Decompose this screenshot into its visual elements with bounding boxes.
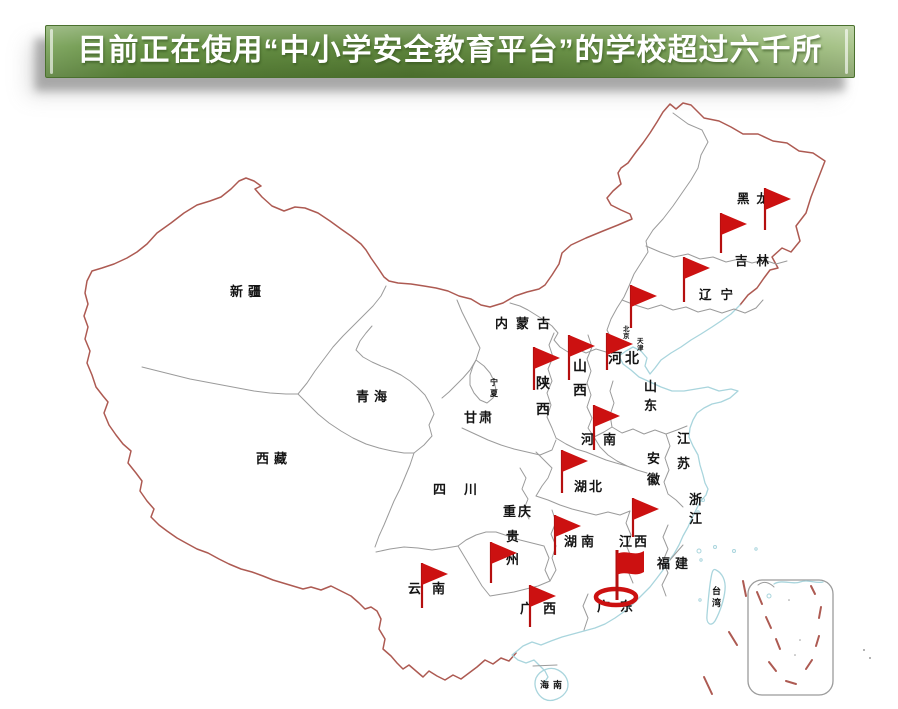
flag-icon <box>530 585 556 607</box>
flag-marker-guizhou <box>489 542 517 583</box>
province-label-fujian: 福建 <box>656 556 693 572</box>
province-label-guangxi: 广西 <box>520 601 566 617</box>
hainan-island <box>534 667 569 702</box>
flag-icon <box>633 498 659 520</box>
title-banner: 目前正在使用“中小学安全教育平台”的学校超过六千所 <box>45 25 855 78</box>
inset-coastline-blue <box>773 580 824 585</box>
nine-dash-line <box>756 585 822 685</box>
banner-right-bevel <box>845 29 848 74</box>
inset-box <box>747 579 834 696</box>
province-label-xinjiang: 新疆 <box>230 284 266 300</box>
province-label-shandong: 山东 <box>644 379 657 414</box>
flag-marker-heilongjiang-west <box>719 213 747 253</box>
banner-title: 目前正在使用“中小学安全教育平台”的学校超过六千所 <box>77 34 823 67</box>
target-flag-marker-guangdong <box>593 550 644 608</box>
inset-coastline-gray <box>757 581 775 588</box>
flag-marker-heilongjiang-east <box>763 188 791 230</box>
flag-icon <box>607 333 633 355</box>
flag-markers-layer <box>420 188 791 627</box>
flag-marker-henan <box>592 405 620 450</box>
taiwan-island <box>706 568 726 625</box>
national-border-path <box>83 102 826 681</box>
province-label-henan: 河南 <box>581 432 625 448</box>
flag-icon <box>534 347 560 369</box>
flag-icon <box>422 563 448 585</box>
province-label-jiangxi: 江西 <box>619 534 649 550</box>
province-label-tianjin: 天津 <box>637 337 644 352</box>
south-china-sea-inset <box>747 579 834 696</box>
province-label-yunnan: 云南 <box>408 581 456 597</box>
flag-icon <box>765 188 791 210</box>
flag-marker-guangxi <box>528 585 556 627</box>
flag-icon <box>684 257 710 279</box>
province-label-liaoning: 辽宁 <box>699 287 742 302</box>
province-label-heilongjiang: 黑龙 <box>737 191 776 206</box>
province-label-hebei: 河北 <box>608 350 642 367</box>
province-label-jiangsu: 江苏 <box>677 431 690 472</box>
flag-marker-shanxi <box>567 335 595 380</box>
province-label-shanxi: 山西 <box>573 359 587 399</box>
flag-marker-hubei <box>560 450 588 493</box>
province-label-xizang: 西藏 <box>256 451 292 467</box>
province-label-sichuan: 四川 <box>433 483 495 498</box>
coastal-islets <box>696 498 871 659</box>
province-label-hainan: 海南 <box>540 679 566 691</box>
flag-icon <box>594 405 620 427</box>
flag-marker-jilin <box>682 257 710 302</box>
province-label-qinghai: 青海 <box>356 389 392 405</box>
flag-icon <box>491 542 517 564</box>
province-label-zhejiang: 浙江 <box>689 492 702 527</box>
flag-marker-jiangxi <box>631 498 659 537</box>
flag-icon <box>631 285 657 307</box>
banner-left-bevel <box>50 29 53 74</box>
flag-icon <box>721 213 747 235</box>
flag-marker-hunan <box>553 515 581 555</box>
province-label-neimenggu: 内蒙古 <box>495 316 558 332</box>
province-label-hunan: 湖南 <box>564 534 598 550</box>
province-label-beijing: 北京 <box>623 324 630 340</box>
province-label-shaanxi: 陕西 <box>536 375 550 418</box>
flag-marker-shaanxi <box>532 347 560 390</box>
coastline-path <box>511 304 741 684</box>
province-label-taiwan: 台湾 <box>712 585 721 609</box>
province-label-guizhou: 贵州 <box>505 529 519 568</box>
flag-marker-hebei <box>605 333 633 370</box>
flag-icon <box>562 450 588 472</box>
flag-marker-liaoning <box>629 285 657 328</box>
province-borders <box>141 112 788 667</box>
province-label-gansu: 甘肃 <box>464 410 494 426</box>
flag-icon <box>569 335 595 357</box>
province-label-anhui: 安徽 <box>646 451 661 488</box>
province-label-hubei: 湖北 <box>574 480 604 495</box>
province-label-chongqing: 重庆 <box>503 504 533 520</box>
flag-icon <box>555 515 581 537</box>
waving-flag-icon <box>617 551 644 575</box>
province-label-jilin: 吉林 <box>735 253 778 268</box>
province-label-ningxia: 宁夏 <box>489 377 499 398</box>
taiwan-strait-dashes <box>703 580 747 695</box>
flag-marker-yunnan <box>420 563 448 608</box>
